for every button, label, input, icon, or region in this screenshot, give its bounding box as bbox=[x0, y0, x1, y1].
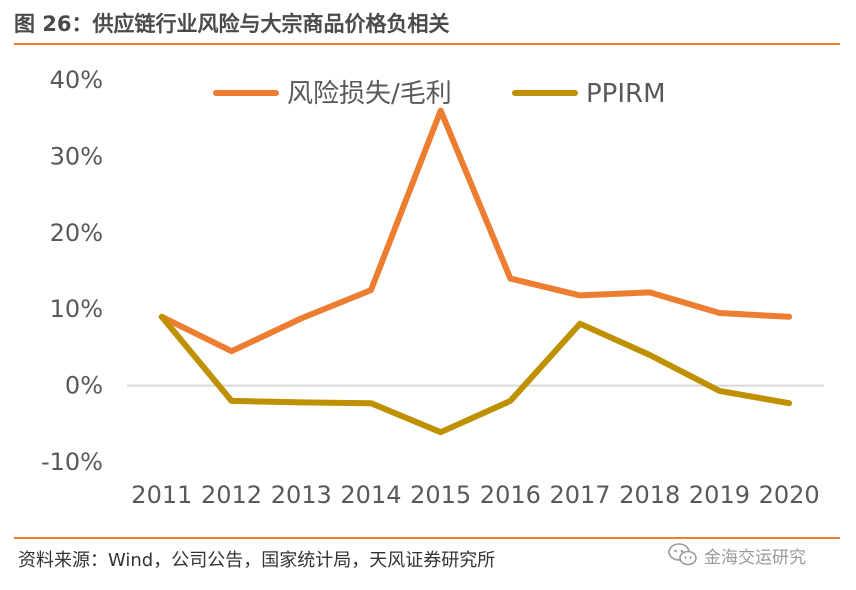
x-tick-label: 2016 bbox=[480, 481, 541, 509]
x-tick-label: 2018 bbox=[619, 481, 680, 509]
series-line-2 bbox=[158, 313, 793, 436]
wechat-icon bbox=[668, 543, 697, 566]
x-axis-ticks: 2011 2012 2013 2014 2015 2016 2017 2018 2019 2020 bbox=[131, 481, 819, 509]
legend-item: PPIRM bbox=[512, 79, 666, 109]
source-note: 资料来源：Wind，公司公告，国家统计局，天风证券研究所 bbox=[18, 550, 496, 571]
y-tick-label: 20% bbox=[50, 219, 103, 247]
x-tick-label: 2011 bbox=[131, 481, 192, 509]
legend-label: 风险损失/毛利 bbox=[287, 79, 452, 109]
x-tick-label: 2019 bbox=[689, 481, 750, 509]
series-line-1 bbox=[158, 107, 793, 355]
watermark-text: 金海交运研究 bbox=[704, 547, 806, 568]
y-axis-ticks: 40% 30% 20% 10% 0% -10% bbox=[41, 66, 103, 476]
x-tick-label: 2013 bbox=[271, 481, 332, 509]
watermark: 金海交运研究 bbox=[668, 540, 806, 570]
x-tick-label: 2014 bbox=[340, 481, 401, 509]
line-chart: 40%30%20%10%0%-10% 2011 2012 2013 2014 2015 2… bbox=[41, 66, 824, 509]
legend: 风险损失/毛利 PPIRM bbox=[213, 79, 666, 109]
y-tick-label: 30% bbox=[50, 142, 103, 170]
x-tick-label: 2020 bbox=[759, 481, 820, 509]
x-tick-label: 2012 bbox=[201, 481, 262, 509]
chart-title: 图 26：供应链行业风险与大宗商品价格负相关 bbox=[14, 12, 450, 36]
footer-divider bbox=[14, 537, 840, 539]
legend-item: 风险损失/毛利 bbox=[213, 79, 452, 109]
y-tick-label: 10% bbox=[50, 295, 103, 323]
y-tick-label: -10% bbox=[41, 448, 103, 476]
series-lines bbox=[158, 107, 793, 436]
y-tick-label: 40% bbox=[50, 66, 103, 94]
y-tick-label: 0% bbox=[65, 372, 103, 400]
x-tick-label: 2015 bbox=[410, 481, 471, 509]
title-divider bbox=[14, 43, 840, 45]
x-tick-label: 2017 bbox=[550, 481, 611, 509]
legend-label: PPIRM bbox=[586, 79, 666, 109]
